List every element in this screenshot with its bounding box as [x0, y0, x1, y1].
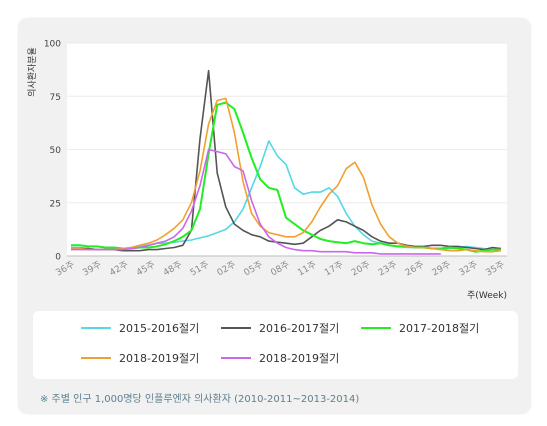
- x-tick-label: 02주: [215, 259, 238, 278]
- x-tick-label: 05주: [242, 259, 265, 278]
- x-tick-label: 23주: [376, 259, 399, 278]
- legend-label: 2017-2018절기: [399, 322, 480, 335]
- legend-item-2015-2016: 2015-2016절기: [81, 318, 199, 338]
- legend-item-2017-2018: 2017-2018절기: [361, 318, 479, 338]
- y-tick-label: 75: [50, 93, 61, 103]
- y-tick-labels: 0 25 50 75 100: [44, 40, 61, 263]
- x-tick-label: 32주: [457, 259, 480, 278]
- legend-swatch: [361, 327, 391, 329]
- legend-item-2016-2017: 2016-2017절기: [221, 318, 339, 338]
- y-tick-label: 25: [50, 199, 61, 209]
- x-tick-label: 35주: [484, 259, 507, 278]
- x-tick-label: 11주: [296, 259, 319, 278]
- legend-label: 2016-2017절기: [259, 322, 340, 335]
- series-line: [71, 97, 502, 253]
- legend: 2015-2016절기 2016-2017절기 2017-2018절기 2018…: [33, 311, 518, 379]
- x-tick-labels: 36주 39주 42주 45주 48주 51주 02주 05주 08주 11주 17주 20주 23주 2…: [54, 259, 507, 278]
- x-tick-label: 45주: [135, 259, 158, 278]
- y-tick-label: 50: [50, 146, 62, 156]
- legend-label: 2018-2019절기: [259, 352, 340, 365]
- legend-swatch: [221, 327, 251, 329]
- x-tick-label: 26주: [403, 259, 426, 278]
- x-tick-label: 42주: [108, 259, 131, 278]
- legend-item-2018-2019-purple: 2018-2019절기: [221, 348, 339, 368]
- x-axis-label: 주(Week): [467, 290, 507, 301]
- x-tick-label: 39주: [81, 259, 104, 278]
- legend-swatch: [81, 327, 111, 329]
- legend-label: 2015-2016절기: [119, 322, 200, 335]
- legend-swatch: [221, 357, 251, 359]
- x-tick-label: 48주: [161, 259, 184, 278]
- legend-swatch: [81, 357, 111, 359]
- x-tick-label: 17주: [323, 259, 346, 278]
- legend-label: 2018-2019절기: [119, 352, 200, 365]
- y-tick-label: 100: [44, 40, 61, 50]
- grid-lines: [67, 42, 507, 204]
- x-tick-label: 08주: [269, 259, 292, 278]
- footnote: ※ 주별 인구 1,000명당 인플루엔자 의사환자 (2010-2011~20…: [40, 394, 360, 405]
- x-tick-label: 20주: [350, 259, 373, 278]
- y-axis-label: 의사환자분율: [26, 47, 38, 97]
- series-lines: [71, 69, 502, 255]
- x-tick-label: 51주: [188, 259, 211, 278]
- y-tick-label: 0: [55, 253, 61, 263]
- legend-item-2018-2019-orange: 2018-2019절기: [81, 348, 199, 368]
- series-line: [71, 69, 502, 252]
- x-tick-label: 29주: [430, 259, 453, 278]
- series-line: [71, 148, 441, 255]
